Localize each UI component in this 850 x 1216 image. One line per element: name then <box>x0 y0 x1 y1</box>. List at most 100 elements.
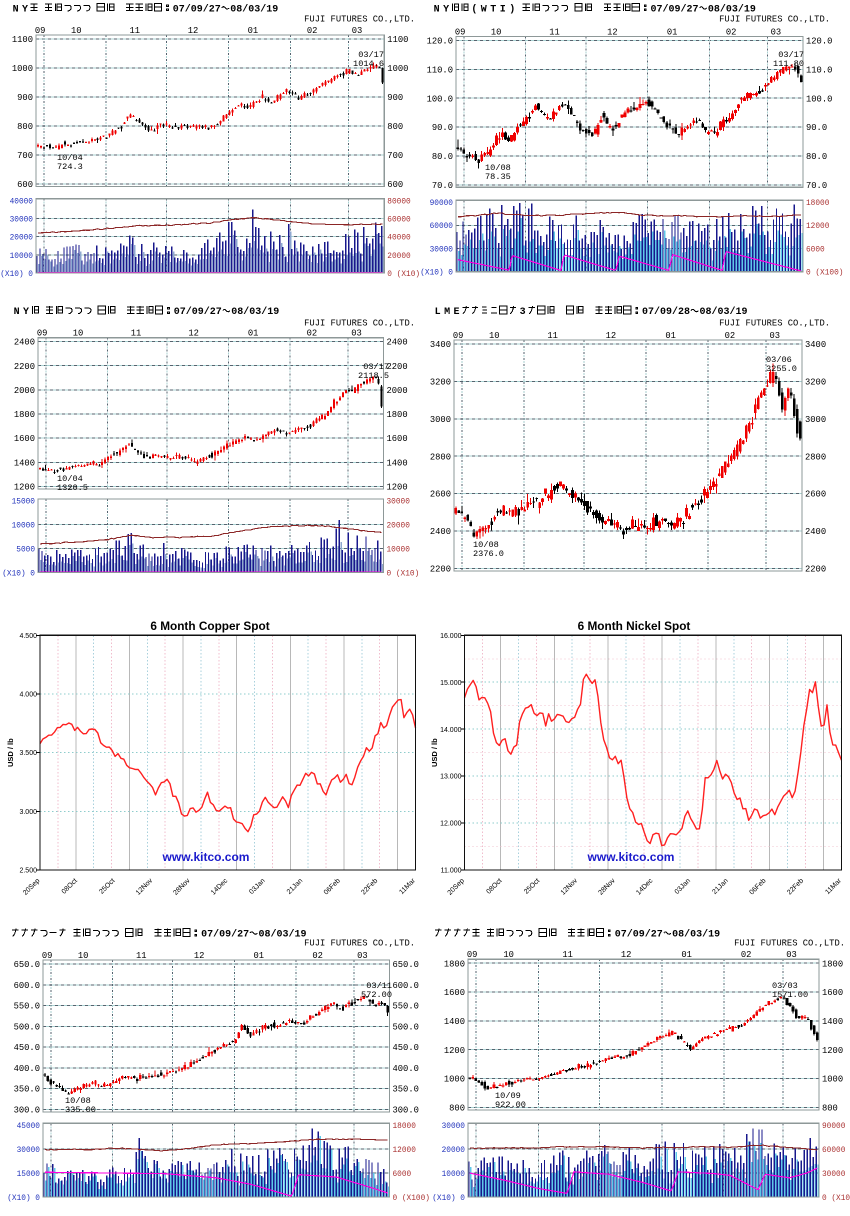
svg-text:110.0: 110.0 <box>806 66 832 76</box>
svg-text:2200: 2200 <box>430 565 451 575</box>
svg-text:09: 09 <box>453 331 464 341</box>
svg-text:FUJI FUTURES CO.,LTD.: FUJI FUTURES CO.,LTD. <box>719 15 830 25</box>
svg-text:): ) <box>509 3 515 15</box>
svg-text:30000: 30000 <box>822 1171 846 1179</box>
svg-text:2400: 2400 <box>387 338 408 348</box>
svg-text:03/17: 03/17 <box>778 50 804 60</box>
svg-text:800: 800 <box>449 1104 465 1114</box>
svg-text:90.0: 90.0 <box>432 123 453 133</box>
svg-text:03: 03 <box>786 950 797 960</box>
svg-text:800: 800 <box>822 1104 838 1114</box>
svg-text:922.00: 922.00 <box>495 1100 526 1110</box>
svg-text:10/09: 10/09 <box>495 1091 521 1101</box>
svg-text:10: 10 <box>489 331 500 341</box>
svg-text:550.0: 550.0 <box>393 1002 419 1012</box>
svg-text:0 (X10): 0 (X10) <box>387 571 420 579</box>
svg-text:5000: 5000 <box>16 547 35 555</box>
svg-text:450.0: 450.0 <box>393 1043 419 1053</box>
svg-text:07/09/27: 07/09/27 <box>615 929 663 941</box>
svg-text:3.000: 3.000 <box>19 809 37 816</box>
svg-text:11: 11 <box>136 951 147 961</box>
svg-text:09: 09 <box>455 28 466 38</box>
svg-text:01: 01 <box>665 331 676 341</box>
svg-text:3200: 3200 <box>430 378 451 388</box>
svg-text:2376.0: 2376.0 <box>473 549 504 559</box>
svg-text:1200: 1200 <box>387 483 408 493</box>
svg-text:20000: 20000 <box>10 235 34 243</box>
svg-text:2200: 2200 <box>14 362 35 372</box>
svg-text:2800: 2800 <box>430 452 451 462</box>
svg-text:07/09/27: 07/09/27 <box>174 306 222 318</box>
svg-text:10000: 10000 <box>12 523 36 531</box>
svg-text:1100: 1100 <box>387 35 408 45</box>
svg-text:1400: 1400 <box>444 1017 465 1027</box>
svg-text:12000: 12000 <box>806 223 830 231</box>
svg-text:60000: 60000 <box>387 217 411 225</box>
svg-text:1100: 1100 <box>12 35 33 45</box>
svg-text:11: 11 <box>547 331 558 341</box>
svg-text:650.0: 650.0 <box>393 960 419 970</box>
svg-text:0 (X10): 0 (X10) <box>387 271 420 279</box>
svg-text:100.0: 100.0 <box>427 94 453 104</box>
svg-text:02: 02 <box>726 28 737 38</box>
svg-text:www.kitco.com: www.kitco.com <box>162 850 250 864</box>
svg-text:1600: 1600 <box>444 988 465 998</box>
svg-text:600.0: 600.0 <box>393 981 419 991</box>
svg-text:02: 02 <box>725 331 736 341</box>
svg-text:1800: 1800 <box>14 410 35 420</box>
svg-text:12000: 12000 <box>393 1147 417 1155</box>
svg-text:2400: 2400 <box>805 527 826 537</box>
svg-text:10000: 10000 <box>10 253 34 261</box>
svg-text:10: 10 <box>503 950 514 960</box>
svg-text:350.0: 350.0 <box>14 1085 40 1095</box>
svg-text:300.0: 300.0 <box>393 1106 419 1116</box>
svg-text:40000: 40000 <box>387 235 411 243</box>
svg-text:FUJI FUTURES CO.,LTD.: FUJI FUTURES CO.,LTD. <box>304 15 415 25</box>
svg-text:N: N <box>14 307 20 318</box>
svg-text:0 (X10): 0 (X10) <box>822 1195 850 1203</box>
svg-text:6 Month Nickel Spot: 6 Month Nickel Spot <box>578 619 691 633</box>
svg-text:3400: 3400 <box>805 340 826 350</box>
svg-text:07/09/27: 07/09/27 <box>173 3 221 15</box>
svg-text:400.0: 400.0 <box>14 1064 40 1074</box>
svg-text:10: 10 <box>78 951 89 961</box>
svg-text:T: T <box>490 4 496 15</box>
svg-text:2118.5: 2118.5 <box>358 371 389 381</box>
svg-text:1000: 1000 <box>444 1075 465 1085</box>
svg-text:300.0: 300.0 <box>14 1106 40 1116</box>
svg-text:10/04: 10/04 <box>57 153 83 163</box>
svg-text:FUJI FUTURES CO.,LTD.: FUJI FUTURES CO.,LTD. <box>734 939 845 949</box>
svg-text:650.0: 650.0 <box>14 960 40 970</box>
svg-text:724.3: 724.3 <box>57 162 83 172</box>
svg-text:12: 12 <box>194 951 205 961</box>
svg-text:12: 12 <box>606 331 617 341</box>
svg-text:20000: 20000 <box>442 1147 466 1155</box>
svg-text:2.500: 2.500 <box>19 868 37 875</box>
svg-text:90000: 90000 <box>430 200 454 208</box>
svg-text:09: 09 <box>35 26 46 36</box>
svg-text:2600: 2600 <box>805 490 826 500</box>
svg-text:01: 01 <box>248 329 259 339</box>
svg-text:20000: 20000 <box>387 253 411 261</box>
svg-text:2200: 2200 <box>387 362 408 372</box>
svg-text:03/03: 03/03 <box>772 981 798 991</box>
svg-text:10/04: 10/04 <box>57 474 83 484</box>
svg-text:12: 12 <box>607 28 618 38</box>
svg-text:03: 03 <box>352 26 363 36</box>
svg-text:15000: 15000 <box>12 499 36 507</box>
svg-text:Y: Y <box>23 307 29 318</box>
svg-text:01: 01 <box>248 26 259 36</box>
svg-text:335.00: 335.00 <box>65 1105 96 1115</box>
svg-text:1000: 1000 <box>387 64 408 74</box>
svg-text:11.000: 11.000 <box>441 868 462 875</box>
svg-text:12: 12 <box>188 26 199 36</box>
svg-text:FUJI FUTURES CO.,LTD.: FUJI FUTURES CO.,LTD. <box>304 939 415 949</box>
svg-text:Y: Y <box>443 4 449 15</box>
svg-text:90.0: 90.0 <box>806 123 827 133</box>
svg-text:10: 10 <box>491 28 502 38</box>
svg-text:09: 09 <box>467 950 478 960</box>
svg-text:30000: 30000 <box>442 1123 466 1131</box>
svg-text:14.000: 14.000 <box>440 727 462 734</box>
svg-text:N: N <box>434 4 440 15</box>
svg-text:M: M <box>444 307 450 318</box>
